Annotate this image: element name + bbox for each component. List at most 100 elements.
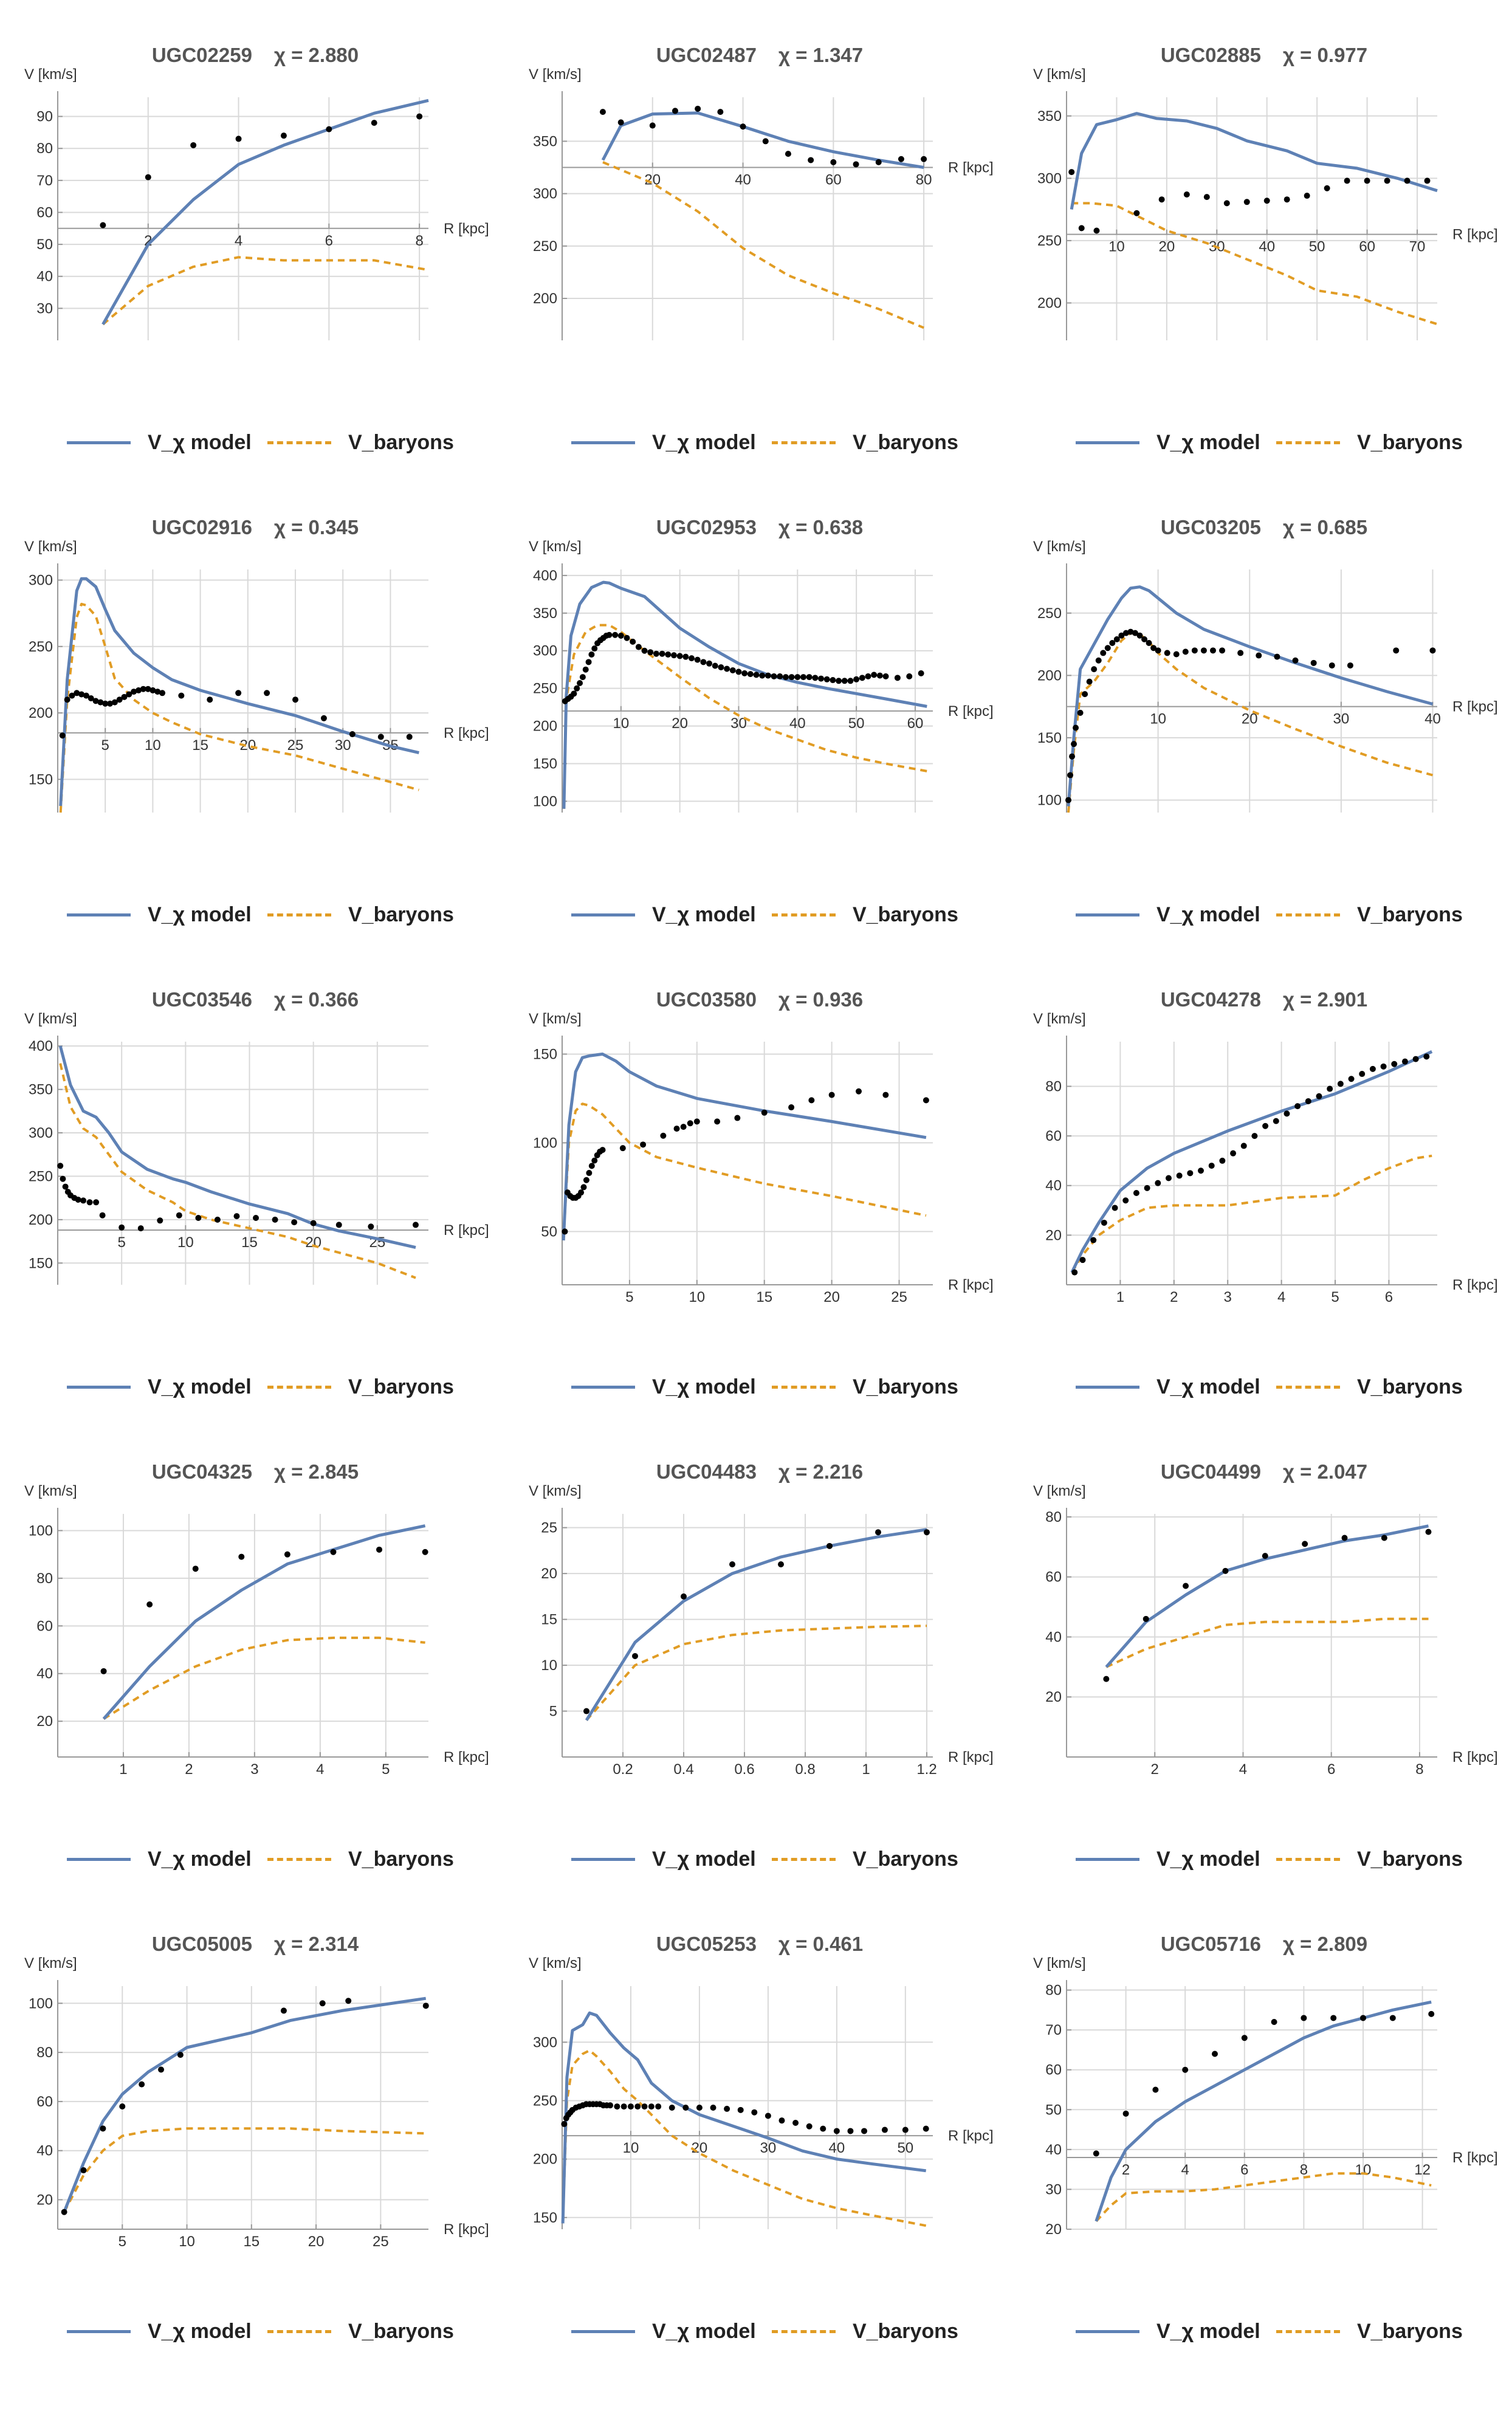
data-point — [1155, 1180, 1161, 1186]
data-point — [788, 1104, 795, 1111]
data-point — [617, 632, 624, 639]
data-point — [599, 1147, 606, 1153]
y-axis-label: V [km/s] — [1033, 1011, 1086, 1027]
legend-label-baryons: V_baryons — [853, 1847, 958, 1871]
y-axis-label: V [km/s] — [1033, 1955, 1086, 1972]
y-axis-label: V [km/s] — [24, 1483, 77, 1499]
x-tick-label: 10 — [177, 1234, 194, 1251]
legend-swatch-baryons — [1276, 1385, 1340, 1389]
data-point — [1113, 636, 1120, 642]
legend-item-model: V_χ model — [571, 898, 756, 932]
y-tick-label: 50 — [541, 1223, 557, 1240]
data-point — [1086, 678, 1093, 685]
data-point — [1401, 1058, 1408, 1065]
data-point — [1327, 1085, 1333, 1092]
y-tick-label: 250 — [29, 1168, 53, 1184]
data-point — [1078, 225, 1085, 232]
data-point — [192, 1566, 199, 1572]
data-point — [1243, 199, 1250, 205]
y-tick-label: 150 — [533, 756, 557, 772]
data-point — [1203, 194, 1210, 201]
x-tick-label: 5 — [119, 2233, 126, 2250]
data-point — [591, 645, 598, 652]
x-tick-label: 20 — [823, 1289, 840, 1305]
y-tick-label: 150 — [29, 771, 53, 788]
chart-legend: V_χ model V_baryons — [0, 425, 504, 459]
data-point — [1330, 2015, 1337, 2021]
data-point — [86, 1199, 93, 1206]
legend-swatch-model — [67, 441, 131, 444]
data-point — [146, 1601, 153, 1608]
x-tick-label: 0.4 — [673, 1761, 693, 1778]
data-point — [714, 1118, 721, 1125]
data-point — [1146, 640, 1152, 647]
chart-title: UGC04483 χ = 2.216 — [656, 1460, 863, 1483]
data-point — [740, 123, 746, 130]
data-point — [634, 2103, 641, 2110]
data-point — [617, 119, 624, 126]
y-tick-label: 40 — [1045, 1629, 1062, 1645]
legend-label-model: V_χ model — [652, 903, 756, 926]
data-point — [881, 2126, 888, 2133]
chart-panel-ugc04278: UGC04278 χ = 2.901 1 2 3 4 5 6 20 40 60 80 V [km/s] R… — [1009, 944, 1512, 1425]
data-point — [319, 2000, 326, 2007]
data-point — [1077, 709, 1084, 716]
y-axis-label: V [km/s] — [1033, 66, 1086, 83]
data-point — [1191, 647, 1198, 654]
data-point — [1262, 1123, 1269, 1129]
data-point — [1093, 2150, 1099, 2157]
data-point — [1344, 177, 1350, 184]
series-line-model — [59, 577, 419, 806]
data-point — [74, 690, 80, 696]
data-point — [627, 2103, 634, 2110]
chart-title: UGC05005 χ = 2.314 — [152, 1933, 359, 1955]
data-point — [1173, 651, 1180, 658]
y-tick-label: 15 — [541, 1612, 557, 1628]
data-point — [1082, 691, 1088, 698]
legend-item-baryons: V_baryons — [267, 2314, 454, 2348]
data-point — [57, 1163, 64, 1169]
legend-item-baryons: V_baryons — [1276, 898, 1463, 932]
legend-item-model: V_χ model — [1076, 1842, 1260, 1876]
legend-swatch-model — [1076, 441, 1139, 444]
legend-label-baryons: V_baryons — [853, 903, 958, 926]
data-point — [78, 691, 85, 698]
data-point — [894, 675, 901, 681]
data-point — [349, 731, 356, 738]
data-point — [335, 1222, 342, 1228]
data-point — [272, 1216, 278, 1223]
data-point — [214, 1216, 221, 1223]
series-line-model — [102, 1524, 426, 1720]
x-tick-label: 4 — [1277, 1289, 1285, 1305]
data-point — [871, 672, 878, 678]
data-point — [778, 1561, 784, 1568]
data-point — [371, 120, 377, 126]
data-point — [1337, 1081, 1344, 1087]
data-point — [673, 1126, 680, 1132]
legend-item-model: V_χ model — [571, 1370, 756, 1404]
legend-swatch-model — [67, 1385, 131, 1389]
x-tick-label: 10 — [1355, 2162, 1372, 2178]
data-point — [724, 665, 730, 672]
data-point — [1209, 647, 1216, 654]
data-point — [820, 2125, 826, 2132]
data-point — [830, 159, 837, 165]
y-tick-label: 100 — [29, 1995, 53, 2012]
legend-item-baryons: V_baryons — [267, 898, 454, 932]
legend-label-model: V_χ model — [1156, 430, 1260, 454]
data-point — [753, 672, 760, 678]
series-line-model — [562, 580, 927, 809]
legend-item-baryons: V_baryons — [772, 898, 958, 932]
data-point — [836, 678, 842, 684]
x-axis-label: R [kpc] — [948, 2128, 994, 2144]
chart-title: UGC02953 χ = 0.638 — [656, 516, 863, 538]
chart-svg: UGC04325 χ = 2.845 1 2 3 4 5 20 40 60 80 100 V [km/s… — [24, 1460, 489, 1778]
x-tick-label: 10 — [689, 1289, 705, 1305]
data-point — [580, 1184, 587, 1191]
chart-panel-ugc02487: UGC02487 χ = 1.347 20 40 60 80 200 250 300 350 V [… — [504, 0, 1009, 480]
y-tick-label: 60 — [36, 204, 53, 221]
x-tick-label: 40 — [1259, 239, 1275, 255]
legend-swatch-baryons — [772, 1385, 836, 1389]
